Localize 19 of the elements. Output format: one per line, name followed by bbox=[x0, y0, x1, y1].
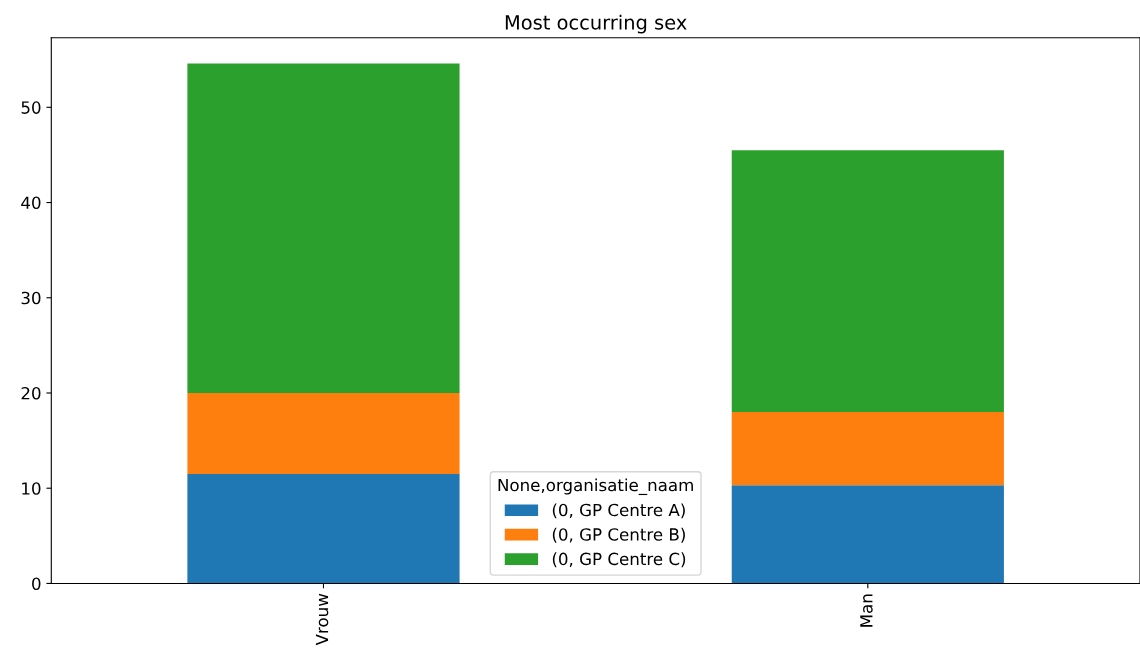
bar bbox=[731, 150, 1004, 413]
chart-title: Most occurring sex bbox=[505, 14, 687, 34]
y-tick-label: 40 bbox=[21, 196, 41, 210]
bar bbox=[187, 63, 460, 393]
x-tick-label: Vrouw bbox=[315, 593, 329, 646]
bar bbox=[731, 485, 1004, 584]
legend-label: (0, GP Centre B) bbox=[552, 527, 685, 543]
x-tick-label: Man bbox=[860, 594, 873, 627]
legend-title: None,organisatie_naam bbox=[498, 478, 693, 496]
y-tick-label: 0 bbox=[32, 577, 41, 591]
y-tick-label: 30 bbox=[21, 291, 41, 305]
y-tick-label: 50 bbox=[21, 101, 41, 114]
legend-label: (0, GP Centre A) bbox=[552, 503, 685, 519]
bar bbox=[187, 392, 460, 474]
y-tick-label: 10 bbox=[22, 482, 41, 495]
legend-label: (0, GP Centre C) bbox=[552, 552, 686, 568]
y-tick-label: 20 bbox=[21, 386, 41, 400]
bar bbox=[187, 473, 460, 584]
bar bbox=[731, 412, 1004, 486]
